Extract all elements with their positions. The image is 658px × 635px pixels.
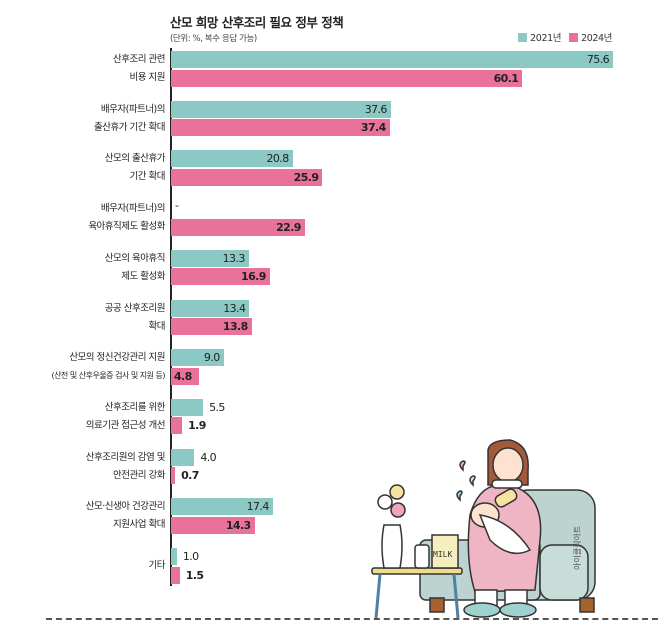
- category-label: 산모·신생아 건강관리: [85, 501, 166, 513]
- y-axis-line: [170, 48, 172, 586]
- category-label: 산모의 출산휴가: [104, 153, 166, 165]
- category-label: 배우자(파트너)의: [100, 203, 166, 215]
- category-label: 육아휴직제도 활성화: [88, 221, 165, 233]
- category-label: 산모의 정신건강관리 지원: [69, 352, 165, 364]
- value-label: 37.4: [360, 121, 386, 135]
- legend-item-2024: 2024년: [569, 30, 612, 44]
- value-label: 13.8: [222, 320, 248, 333]
- value-label: 22.9: [276, 220, 301, 234]
- category-label: 비용 지원: [129, 72, 166, 83]
- bar-2024년: [171, 119, 390, 137]
- bar-2021년: [171, 299, 250, 317]
- value-label: 1.5: [185, 568, 204, 582]
- value-label: 60.1: [493, 71, 519, 85]
- category-label: 기간 확대: [129, 171, 166, 183]
- chart-subtitle: (단위: %, 복수 응답 가능): [170, 34, 257, 44]
- category-label: 배우자(파트너)의: [100, 103, 166, 115]
- value-label: 13.3: [222, 251, 246, 265]
- bar-2024년: [171, 268, 270, 286]
- bar-2024년: [171, 318, 252, 335]
- category-label: 확대: [148, 320, 166, 332]
- value-label: 17.4: [246, 500, 270, 514]
- category-label: 출산휴가 기간 확대: [94, 121, 165, 133]
- category-label: 안전관리 강화: [113, 469, 165, 481]
- category-label: 산후조리 관련: [113, 54, 165, 65]
- bar-2021년: [171, 150, 293, 168]
- legend: 2021년 2024년: [518, 30, 612, 44]
- bar-2024년: [171, 69, 523, 87]
- value-label: 25.9: [293, 170, 319, 184]
- value-label: 4.8: [174, 369, 192, 383]
- bar-2021년: [171, 448, 195, 466]
- bar-2024년: [171, 516, 255, 534]
- bar-2024년: [171, 417, 183, 435]
- category-label: 산모의 육아휴직: [104, 252, 166, 264]
- value-label-missing: -: [175, 199, 179, 213]
- bar-2024년: [171, 566, 180, 584]
- value-label: 13.4: [223, 301, 246, 315]
- mother-feeding-baby-illustration: MILK: [371, 439, 596, 619]
- category-label: 기타: [148, 560, 166, 571]
- value-label: 20.8: [266, 152, 290, 166]
- category-label: 지원사업 확대: [113, 519, 165, 531]
- value-label: 14.3: [225, 518, 251, 532]
- value-label: 75.6: [586, 53, 610, 66]
- dashed-divider: [46, 618, 658, 620]
- value-label: 5.5: [209, 400, 225, 414]
- value-label: 37.6: [364, 102, 388, 116]
- bar-2021년: [171, 51, 613, 68]
- milk-label: MILK: [433, 550, 452, 559]
- category-label: (산전 및 산후우울증 검사 및 지원 등): [51, 371, 165, 381]
- category-label: 의료기관 접근성 개선: [85, 419, 166, 431]
- bar-2021년: [171, 398, 204, 416]
- value-label: 16.9: [241, 270, 266, 284]
- legend-item-2021: 2021년: [518, 30, 561, 44]
- category-label: 제도 활성화: [121, 270, 165, 282]
- bar-2024년: [171, 467, 176, 485]
- value-label: 4.0: [200, 450, 217, 464]
- bar-2024년: [171, 367, 200, 385]
- category-label: 산후조리원의 감염 및: [85, 451, 166, 463]
- watermark: 아이클릭아트: [573, 525, 582, 570]
- bar-2024년: [171, 168, 323, 186]
- bar-2021년: [171, 548, 177, 565]
- value-label: 1.0: [182, 550, 199, 563]
- value-label: 0.7: [181, 469, 199, 483]
- category-label: 공공 산후조리원: [104, 302, 166, 314]
- bar-2021년: [171, 498, 273, 516]
- bar-2024년: [171, 218, 305, 236]
- bar-2021년: [171, 249, 249, 267]
- value-label: 1.9: [188, 419, 206, 433]
- bar-2021년: [171, 349, 224, 367]
- value-label: 9.0: [203, 351, 220, 365]
- chart-title: 산모 희망 산후조리 필요 정부 정책: [170, 15, 344, 30]
- category-label: 산후조리를 위한: [104, 401, 166, 413]
- bar-2021년: [171, 100, 391, 118]
